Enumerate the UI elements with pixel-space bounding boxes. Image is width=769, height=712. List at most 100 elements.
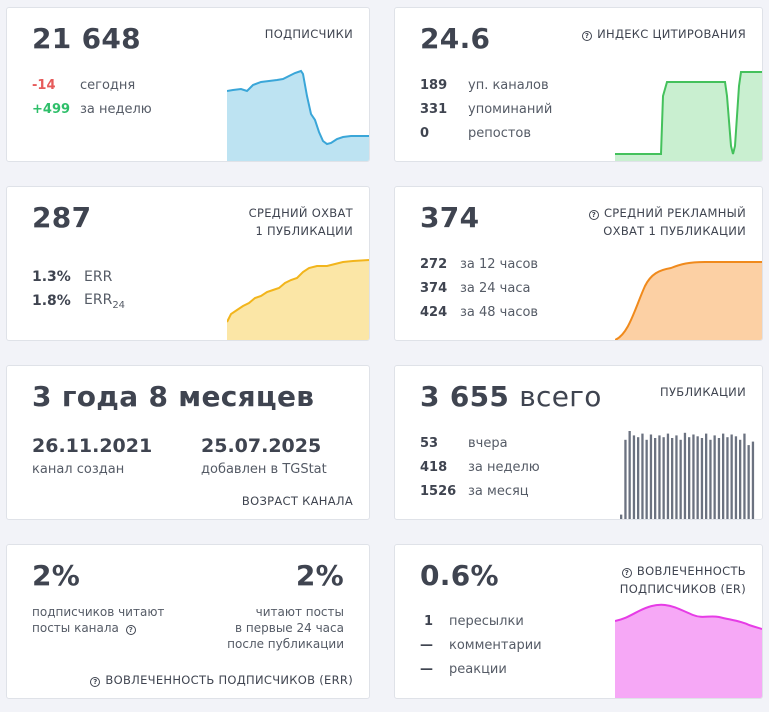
err-value: 1.3% xyxy=(32,269,71,285)
er-label: ? ВОВЛЕЧЕННОСТЬ ПОДПИСЧИКОВ (ER) xyxy=(620,562,746,598)
err-left-text-line2: посты канала xyxy=(32,621,119,635)
avg-reach-sparkline xyxy=(227,259,369,340)
posts-bar xyxy=(705,433,708,519)
er-row-label: реакции xyxy=(449,661,507,677)
posts-row-value: 53 xyxy=(420,435,439,451)
ad-reach-sparkline xyxy=(615,261,762,340)
question-icon[interactable]: ? xyxy=(621,568,632,578)
err24-label: ERR24 xyxy=(84,292,125,311)
er-card[interactable]: 0.6% ? ВОВЛЕЧЕННОСТЬ ПОДПИСЧИКОВ (ER) 1 пе… xyxy=(394,544,763,699)
citation-row-value: 331 xyxy=(420,101,448,117)
ad-reach-row-label: за 48 часов xyxy=(460,304,539,320)
posts-bar xyxy=(649,434,653,519)
subscribers-count: 21 648 xyxy=(32,22,141,55)
ad-reach-label-line1: СРЕДНИЙ РЕКЛАМНЫЙ xyxy=(603,206,746,220)
er-row-label: пересылки xyxy=(449,613,524,629)
err-label: ? ВОВЛЕЧЕННОСТЬ ПОДПИСЧИКОВ (ERR) xyxy=(90,671,353,689)
er-row-value: — xyxy=(420,637,433,653)
posts-bar xyxy=(645,439,648,519)
citation-sparkline xyxy=(615,71,762,161)
ad-reach-label: ? СРЕДНИЙ РЕКЛАМНЫЙ ОХВАТ 1 ПУБЛИКАЦИИ xyxy=(588,204,746,240)
posts-total: 3 655 всего xyxy=(420,380,602,413)
posts-row-label: за месяц xyxy=(468,483,529,499)
ad-reach-stats: 272 за 12 часов 374 за 24 часа 424 за 48 ча… xyxy=(420,252,538,324)
ad-reach-row-label: за 24 часа xyxy=(460,280,531,296)
posts-total-suffix: всего xyxy=(519,380,602,413)
posts-bar xyxy=(683,432,687,519)
err-left-text-line1: подписчиков читают xyxy=(32,605,165,619)
err-stats: 1.3% ERR 1.8% ERR24 xyxy=(32,265,125,313)
posts-bar xyxy=(662,437,665,519)
posts-row-value: 1526 xyxy=(420,483,457,499)
question-icon[interactable]: ? xyxy=(125,625,136,635)
citation-row-label: упоминаний xyxy=(468,101,553,117)
posts-bar-chart xyxy=(620,431,755,519)
added-block: 25.07.2025 добавлен в TGStat xyxy=(201,435,327,478)
er-label-line1: ВОВЛЕЧЕННОСТЬ xyxy=(636,564,746,578)
ad-reach-label-line2: ОХВАТ 1 ПУБЛИКАЦИИ xyxy=(603,224,746,238)
posts-bar xyxy=(734,436,738,519)
avg-reach-label: СРЕДНИЙ ОХВАТ 1 ПУБЛИКАЦИИ xyxy=(249,204,353,240)
err24-label-sub: 24 xyxy=(112,299,126,311)
posts-bar xyxy=(726,437,729,519)
question-icon[interactable]: ? xyxy=(588,210,599,220)
ad-reach-value: 374 xyxy=(420,201,480,234)
posts-bar xyxy=(632,435,636,519)
citation-label: ? ИНДЕКС ЦИТИРОВАНИЯ xyxy=(582,25,746,43)
posts-bar xyxy=(637,437,640,519)
posts-bar xyxy=(730,434,733,519)
er-row-label: комментарии xyxy=(449,637,542,653)
posts-bar xyxy=(739,439,742,519)
subscribers-card[interactable]: 21 648 ПОДПИСЧИКИ -14 сегодня +499 за неде… xyxy=(6,7,370,162)
avg-reach-value: 287 xyxy=(32,201,92,234)
subscribers-week-label: за неделю xyxy=(80,101,152,117)
posts-bar xyxy=(717,438,721,519)
citation-row-label: уп. каналов xyxy=(468,77,549,93)
posts-label: ПУБЛИКАЦИИ xyxy=(660,385,746,399)
citation-index-value: 24.6 xyxy=(420,22,491,55)
er-label-line2: ПОДПИСЧИКОВ (ER) xyxy=(619,582,746,596)
posts-row-label: за неделю xyxy=(468,459,540,475)
subscribers-label: ПОДПИСЧИКИ xyxy=(264,27,353,41)
posts-card[interactable]: 3 655 всего ПУБЛИКАЦИИ 53 вчера 418 за нед… xyxy=(394,365,763,520)
created-date: 26.11.2021 xyxy=(32,435,153,457)
subscribers-today-value: -14 xyxy=(32,77,56,93)
posts-bar xyxy=(658,435,661,519)
err-label-text: ВОВЛЕЧЕННОСТЬ ПОДПИСЧИКОВ (ERR) xyxy=(105,673,353,687)
channel-age-card[interactable]: 3 года 8 месяцев 26.11.2021 канал создан… xyxy=(6,365,370,520)
citation-card[interactable]: 24.6 ? ИНДЕКС ЦИТИРОВАНИЯ 189 уп. каналов … xyxy=(394,7,763,162)
posts-bar xyxy=(713,435,716,519)
citation-row-label: репостов xyxy=(468,125,532,141)
channel-age-value: 3 года 8 месяцев xyxy=(32,380,315,413)
citation-row-value: 0 xyxy=(420,125,430,141)
ad-reach-row-value: 424 xyxy=(420,304,448,320)
avg-reach-label-line1: СРЕДНИЙ ОХВАТ xyxy=(248,206,353,220)
citation-row-value: 189 xyxy=(420,77,448,93)
posts-bar xyxy=(751,441,755,519)
avg-reach-card[interactable]: 287 СРЕДНИЙ ОХВАТ 1 ПУБЛИКАЦИИ 1.3% ERR 1… xyxy=(6,186,370,341)
channel-age-label: ВОЗРАСТ КАНАЛА xyxy=(241,494,353,508)
posts-bar xyxy=(628,431,631,519)
question-icon[interactable]: ? xyxy=(90,677,101,687)
ad-reach-card[interactable]: 374 ? СРЕДНИЙ РЕКЛАМНЫЙ ОХВАТ 1 ПУБЛИКАЦИ… xyxy=(394,186,763,341)
added-label: добавлен в TGStat xyxy=(201,462,327,477)
posts-bar xyxy=(743,433,746,519)
posts-bar xyxy=(641,433,644,519)
posts-bar xyxy=(692,434,695,519)
posts-bar xyxy=(700,438,704,519)
posts-bar xyxy=(666,433,670,519)
question-icon[interactable]: ? xyxy=(582,31,593,41)
posts-bar xyxy=(654,438,657,519)
err-right-text-line1: читают посты xyxy=(255,605,344,619)
posts-bar xyxy=(671,438,674,519)
er-sparkline xyxy=(615,603,762,698)
err-card[interactable]: 2% 2% подписчиков читают посты канала ? … xyxy=(6,544,370,699)
er-value: 0.6% xyxy=(420,559,499,592)
err24-label-main: ERR xyxy=(84,291,113,308)
created-block: 26.11.2021 канал создан xyxy=(32,435,152,478)
er-row-value: — xyxy=(420,661,433,677)
posts-total-value: 3 655 xyxy=(420,380,510,413)
posts-stats: 53 вчера 418 за неделю 1526 за месяц xyxy=(420,431,540,503)
subscribers-sparkline xyxy=(227,69,369,161)
er-row-value: 1 xyxy=(424,613,434,629)
